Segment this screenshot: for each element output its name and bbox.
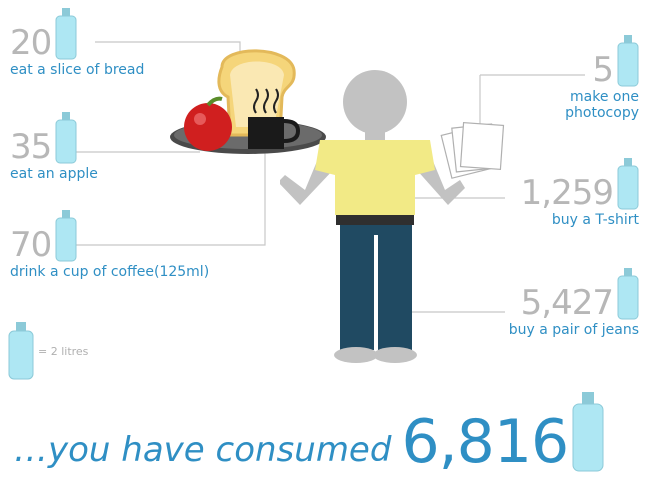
item-value: 5,427 [520, 283, 614, 323]
item-label: eat an apple [10, 166, 98, 182]
item-value: 35 [10, 127, 52, 167]
item-label: eat a slice of bread [10, 62, 145, 78]
item-value: 20 [10, 23, 52, 63]
water-bottle-icon [617, 158, 639, 210]
water-bottle-icon [8, 322, 34, 380]
item-label: buy a pair of jeans [508, 322, 639, 338]
paper-sheets-illustration [440, 122, 505, 179]
water-bottle-icon [617, 268, 639, 320]
item-apple: 35 eat an apple [10, 112, 98, 182]
item-label-line1: make one [570, 89, 639, 105]
water-bottle-icon [55, 112, 77, 164]
water-bottle-icon [572, 392, 604, 472]
legend: = 2 litres [8, 322, 88, 380]
total-line: …you have consumed 6,816 [14, 392, 604, 472]
legend-label: = 2 litres [38, 344, 89, 358]
water-bottle-icon [55, 210, 77, 262]
item-label: drink a cup of coffee(125ml) [10, 264, 210, 280]
water-bottle-icon [617, 35, 639, 87]
item-photocopy: 5 make one photocopy [565, 35, 639, 121]
person-illustration [280, 70, 465, 363]
total-value: 6,816 [401, 407, 569, 477]
item-label: buy a T-shirt [551, 212, 639, 228]
item-value: 1,259 [520, 173, 614, 213]
total-prefix: …you have consumed [14, 430, 392, 470]
item-coffee: 70 drink a cup of coffee(125ml) [10, 210, 209, 280]
item-tshirt: 1,259 buy a T-shirt [521, 158, 639, 228]
food-tray-illustration [170, 49, 326, 154]
item-value: 5 [592, 50, 614, 90]
water-bottle-icon [55, 8, 77, 60]
item-jeans: 5,427 buy a pair of jeans [509, 268, 639, 338]
item-value: 70 [10, 225, 52, 265]
item-label-line2: photocopy [565, 105, 639, 122]
item-bread: 20 eat a slice of bread [10, 8, 144, 78]
